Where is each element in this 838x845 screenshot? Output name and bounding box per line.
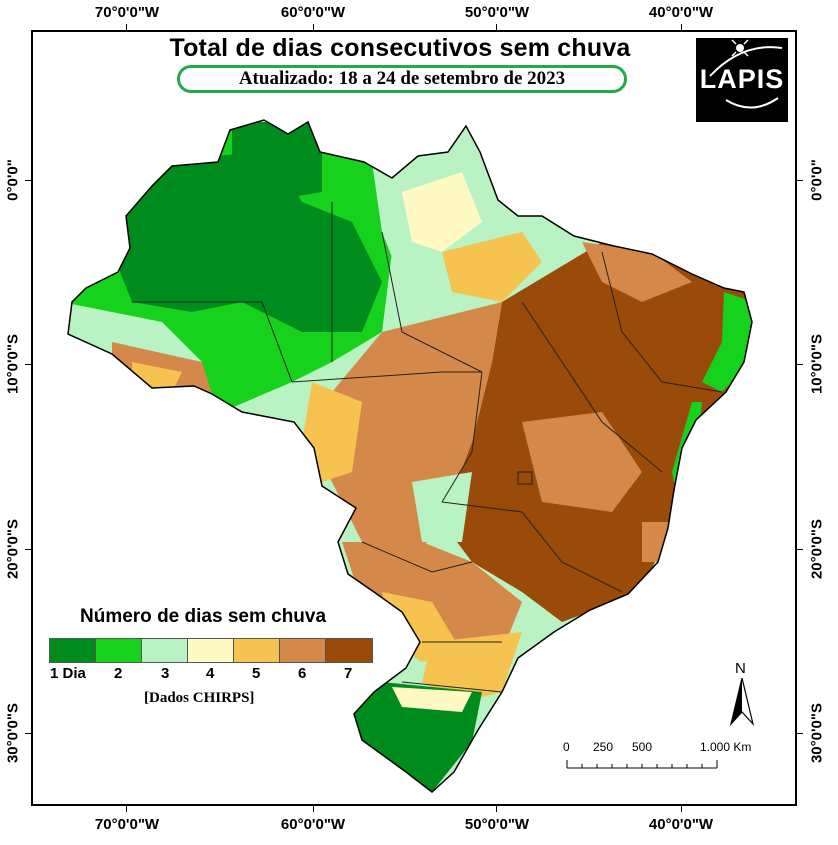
lon-label-top: 70°0'0"W <box>94 4 160 21</box>
legend-label: 4 <box>206 665 215 682</box>
lon-label-top: 40°0'0"W <box>648 4 714 21</box>
legend-swatch <box>234 639 280 662</box>
legend-label: 7 <box>344 665 353 682</box>
tick <box>795 733 803 734</box>
lon-label-top: 60°0'0"W <box>280 4 346 21</box>
map-title: Total de dias consecutivos sem chuva <box>169 34 631 62</box>
map-canvas <box>67 119 753 793</box>
logo-text: LAPIS <box>699 64 785 94</box>
tick <box>25 549 33 550</box>
lon-label-bottom: 60°0'0"W <box>280 816 346 833</box>
north-label: N <box>735 660 746 677</box>
tick <box>795 549 803 550</box>
tick <box>795 364 803 365</box>
tick <box>681 24 682 32</box>
lon-label-bottom: 50°0'0"W <box>464 816 530 833</box>
legend-swatch <box>142 639 188 662</box>
tick <box>496 804 497 812</box>
legend-label: 1 Dia <box>50 665 86 682</box>
lon-label-top: 50°0'0"W <box>464 4 530 21</box>
lapis-logo: LAPIS <box>696 38 788 122</box>
legend-swatch <box>188 639 234 662</box>
legend-color-bar <box>49 638 373 663</box>
map-frame <box>31 30 797 806</box>
lat-label-left: 20°0'0"S <box>4 518 22 580</box>
lat-label-left: 0°0'0" <box>4 159 22 201</box>
tick <box>25 180 33 181</box>
legend-swatch <box>50 639 96 662</box>
scale-label: 500 <box>632 740 653 754</box>
lat-label-left: 10°0'0"S <box>4 333 22 395</box>
lat-label-right: 20°0'0"S <box>808 518 826 580</box>
lat-label-left: 30°0'0"S <box>4 702 22 764</box>
tick <box>25 733 33 734</box>
map-subtitle: Atualizado: 18 a 24 de setembro de 2023 <box>177 65 627 93</box>
lon-label-bottom: 70°0'0"W <box>94 816 160 833</box>
legend-label: 5 <box>252 665 261 682</box>
legend-label: 2 <box>114 665 123 682</box>
legend-swatch <box>280 639 326 662</box>
tick <box>25 364 33 365</box>
lat-label-right: 0°0'0" <box>808 159 826 201</box>
legend-title: Número de dias sem chuva <box>80 606 327 627</box>
tick <box>313 804 314 812</box>
lon-label-bottom: 40°0'0"W <box>648 816 714 833</box>
tick <box>313 24 314 32</box>
legend-swatch <box>96 639 142 662</box>
scale-label: 1.000 Km <box>700 740 752 754</box>
tick <box>126 804 127 812</box>
scale-bar <box>560 740 730 772</box>
data-source-label: [Dados CHIRPS] <box>144 690 255 706</box>
scale-label: 250 <box>593 740 614 754</box>
tick <box>496 24 497 32</box>
legend-swatch <box>326 639 372 662</box>
lat-label-right: 10°0'0"S <box>808 333 826 395</box>
north-arrow-icon: N <box>729 660 755 726</box>
tick <box>681 804 682 812</box>
legend-label: 6 <box>298 665 307 682</box>
scale-label: 0 <box>563 740 570 754</box>
legend-label: 3 <box>161 665 170 682</box>
tick <box>126 24 127 32</box>
lat-label-right: 30°0'0"S <box>808 702 826 764</box>
tick <box>795 180 803 181</box>
